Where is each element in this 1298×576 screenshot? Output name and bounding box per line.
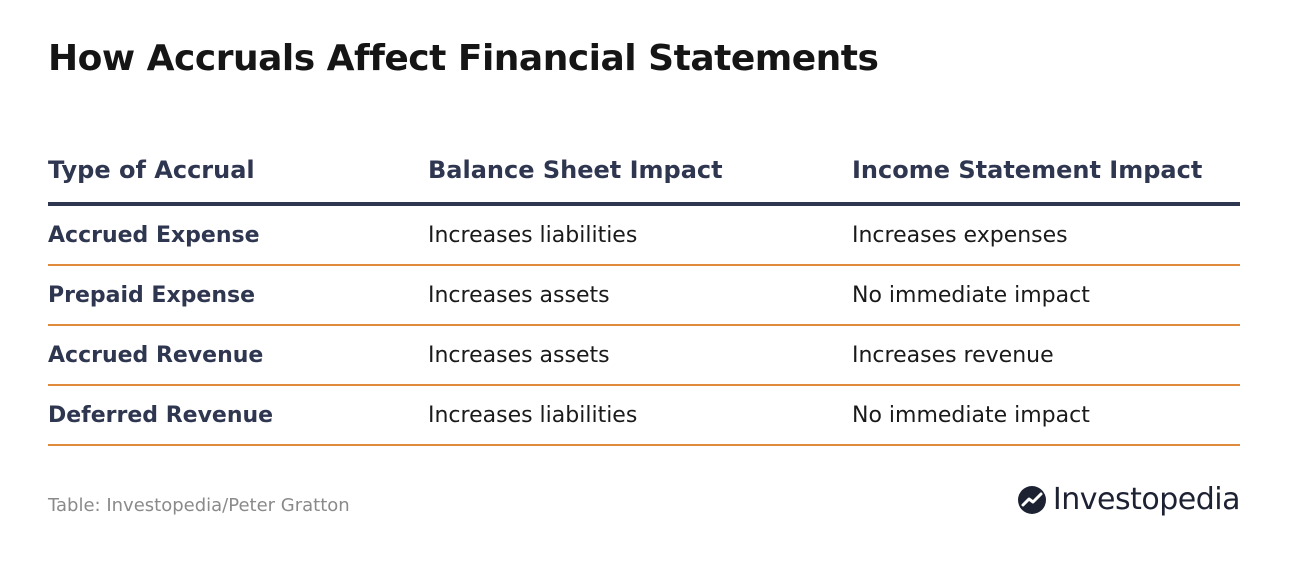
income-statement-cell: Increases revenue [852,342,1054,368]
accruals-table: Type of Accrual Balance Sheet Impact Inc… [48,138,1240,446]
row-label: Accrued Revenue [48,342,264,368]
brand-name: Investopedia [1052,482,1241,517]
source-credit: Table: Investopedia/Peter Gratton [48,495,350,516]
header-type-of-accrual: Type of Accrual [48,156,255,184]
income-statement-cell: No immediate impact [852,402,1090,428]
investopedia-logo-icon [1017,485,1046,514]
header-income-statement-impact: Income Statement Impact [852,156,1203,184]
table-row: Deferred Revenue Increases liabilities N… [48,386,1240,446]
income-statement-cell: Increases expenses [852,222,1068,248]
header-balance-sheet-impact: Balance Sheet Impact [428,156,723,184]
balance-sheet-cell: Increases assets [428,282,610,308]
row-label: Accrued Expense [48,222,260,248]
table-row: Accrued Expense Increases liabilities In… [48,206,1240,266]
table-header: Type of Accrual Balance Sheet Impact Inc… [48,138,1240,206]
balance-sheet-cell: Increases liabilities [428,222,638,248]
balance-sheet-cell: Increases liabilities [428,402,638,428]
table-row: Prepaid Expense Increases assets No imme… [48,266,1240,326]
row-label: Deferred Revenue [48,402,274,428]
brand-lockup: Investopedia [1017,482,1241,517]
income-statement-cell: No immediate impact [852,282,1090,308]
page-title: How Accruals Affect Financial Statements [48,38,879,79]
table-row: Accrued Revenue Increases assets Increas… [48,326,1240,386]
row-label: Prepaid Expense [48,282,256,308]
balance-sheet-cell: Increases assets [428,342,610,368]
